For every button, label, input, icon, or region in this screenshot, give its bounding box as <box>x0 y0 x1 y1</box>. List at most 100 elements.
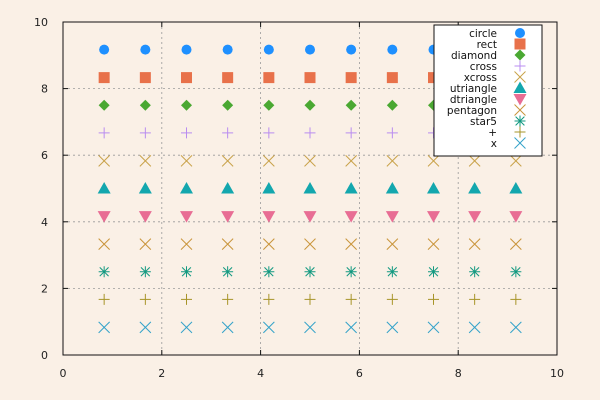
data-point- <box>222 293 234 305</box>
data-point-xcross <box>304 155 316 167</box>
data-point-x <box>427 321 440 334</box>
data-point-star5 <box>98 266 110 278</box>
data-point-diamond <box>222 99 234 111</box>
data-point-rect <box>139 72 151 84</box>
data-point-pentagon <box>304 238 316 250</box>
data-point-diamond <box>139 99 151 111</box>
data-point-star5 <box>304 266 316 278</box>
legend-marker <box>514 115 526 127</box>
data-point- <box>428 293 439 305</box>
data-point- <box>345 293 357 305</box>
data-point-dtriangle <box>138 211 152 223</box>
data-point-star5 <box>139 266 151 278</box>
data-point-diamond <box>181 99 192 111</box>
axes: 0 2 4 6 8 10 0 2 4 6 8 10 <box>34 16 564 380</box>
data-point-star5 <box>263 266 275 278</box>
data-point- <box>139 293 151 305</box>
data-point-utriangle <box>468 182 482 194</box>
data-point-xcross <box>386 155 399 167</box>
data-point- <box>510 293 522 305</box>
data-point-star5 <box>345 266 357 278</box>
data-point- <box>98 293 110 305</box>
y-tick-label: 4 <box>41 216 48 229</box>
data-point-circle <box>305 44 315 55</box>
data-point-dtriangle <box>468 211 482 223</box>
legend-label: + <box>488 127 497 139</box>
legend-label: pentagon <box>447 105 497 117</box>
legend-marker <box>513 81 527 93</box>
data-point-cross <box>222 127 234 139</box>
data-point-star5 <box>428 266 439 278</box>
data-point-utriangle <box>427 182 440 194</box>
x-tick-label: 6 <box>356 367 363 380</box>
y-tick-label: 6 <box>41 149 48 162</box>
data-point-dtriangle <box>97 211 111 223</box>
data-point-x <box>386 321 399 334</box>
data-point-rect <box>263 72 275 84</box>
data-point- <box>263 293 275 305</box>
data-point-dtriangle <box>509 211 523 223</box>
data-point-pentagon <box>386 238 399 250</box>
data-point-circle <box>387 44 398 55</box>
legend-label: star5 <box>470 116 497 128</box>
data-point-x <box>345 321 358 334</box>
data-point-diamond <box>304 99 316 111</box>
x-tick-label: 10 <box>550 367 564 380</box>
data-point-circle <box>222 44 233 55</box>
data-point- <box>469 293 481 305</box>
data-point-x <box>509 321 522 334</box>
x-tick-label: 0 <box>60 367 67 380</box>
legend-label: circle <box>469 28 497 40</box>
data-point-dtriangle <box>303 211 317 223</box>
data-point- <box>304 293 316 305</box>
data-point-xcross <box>262 155 275 167</box>
data-point-diamond <box>345 99 357 111</box>
data-point-diamond <box>263 99 275 111</box>
data-point-circle <box>99 44 110 55</box>
legend: circlerectdiamondcrossxcrossutriangledtr… <box>433 24 543 157</box>
data-point-rect <box>345 72 357 84</box>
data-point-utriangle <box>344 182 358 194</box>
data-point-dtriangle <box>344 211 358 223</box>
data-point-xcross <box>139 155 152 167</box>
legend-marker <box>514 137 526 149</box>
data-point-utriangle <box>262 182 276 194</box>
data-point-cross <box>181 127 192 139</box>
data-point-cross <box>98 127 110 139</box>
plot-frame <box>62 21 558 356</box>
data-point-star5 <box>469 266 481 278</box>
legend-marker <box>514 126 526 138</box>
data-point-circle <box>346 44 357 55</box>
y-tick-label: 8 <box>41 83 48 96</box>
legend-label: diamond <box>451 50 497 62</box>
data-point-x <box>304 321 316 334</box>
data-point-xcross <box>345 155 358 167</box>
data-point-diamond <box>386 99 398 111</box>
data-point-dtriangle <box>180 211 193 223</box>
data-point-pentagon <box>345 238 358 250</box>
legend-marker <box>515 28 525 38</box>
data-point-pentagon <box>468 238 481 250</box>
data-point-pentagon <box>221 238 234 250</box>
data-point-dtriangle <box>385 211 399 223</box>
legend-label: rect <box>477 39 497 51</box>
data-point-utriangle <box>303 182 317 194</box>
data-point-utriangle <box>138 182 152 194</box>
data-point-utriangle <box>385 182 399 194</box>
data-point-xcross <box>221 155 234 167</box>
data-point-rect <box>181 72 192 84</box>
data-point-cross <box>139 127 151 139</box>
data-point-dtriangle <box>221 211 235 223</box>
legend-label: xcross <box>464 72 497 84</box>
data-point-utriangle <box>97 182 111 194</box>
data-point-pentagon <box>98 238 111 250</box>
data-point-circle <box>181 44 192 55</box>
legend-marker <box>514 49 526 61</box>
y-tick-label: 0 <box>41 349 48 362</box>
x-tick-label: 4 <box>257 367 264 380</box>
data-point-circle <box>263 44 274 55</box>
data-point-x <box>139 321 152 334</box>
data-point-circle <box>140 44 151 55</box>
data-point-pentagon <box>509 238 522 250</box>
